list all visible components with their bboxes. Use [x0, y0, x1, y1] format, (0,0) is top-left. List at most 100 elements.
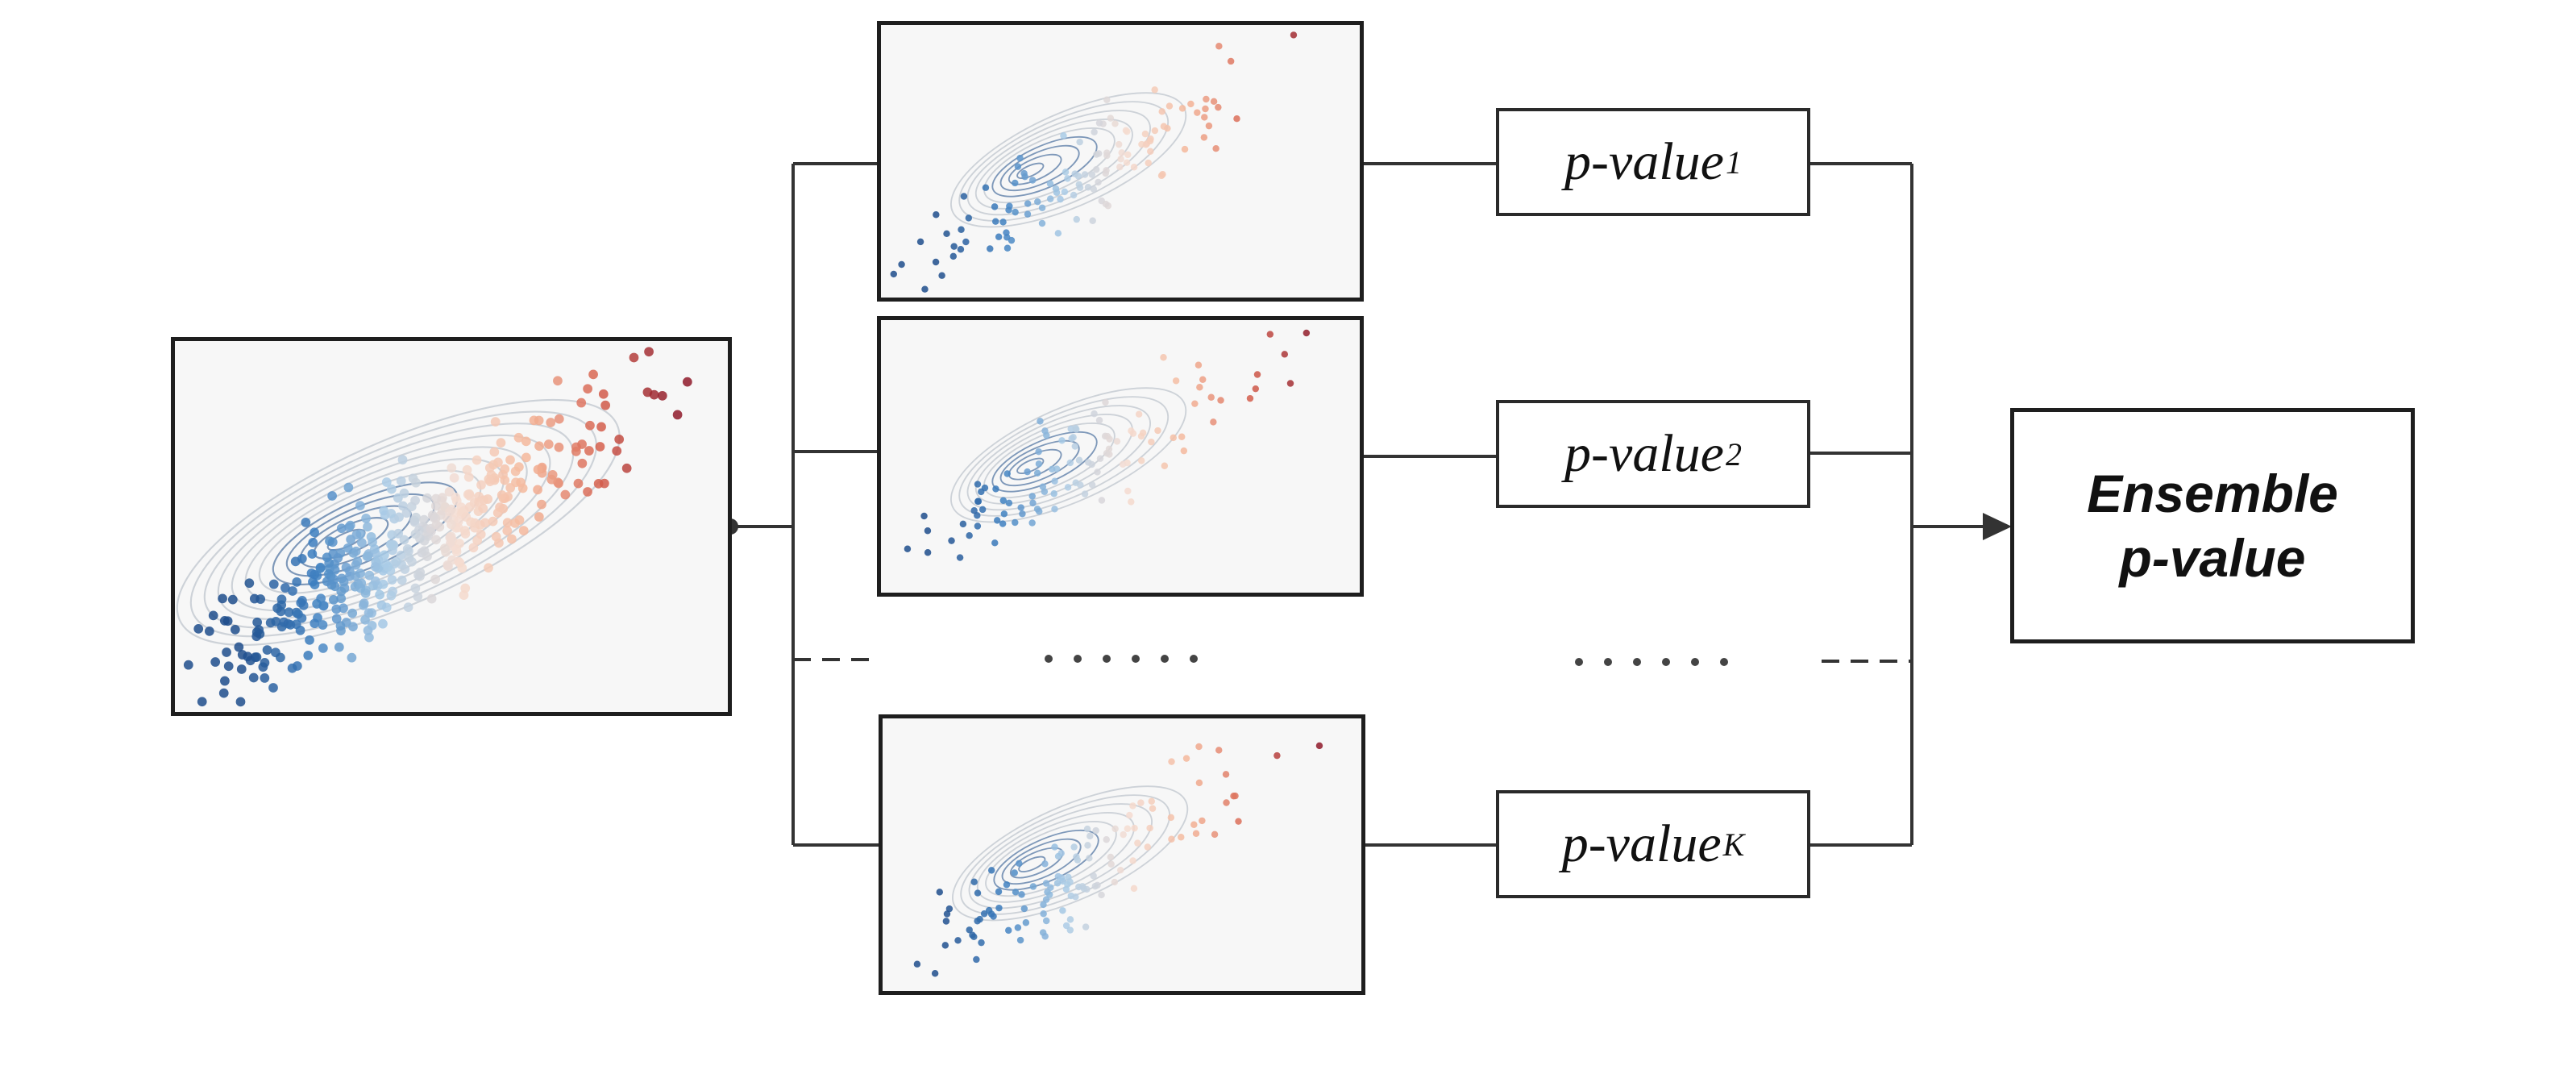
scatter-point	[1106, 435, 1113, 443]
scatter-point	[1019, 510, 1026, 518]
scatter-point	[1020, 905, 1028, 913]
scatter-point	[1095, 119, 1103, 127]
scatter-point	[327, 491, 337, 501]
scatter-point	[1003, 881, 1011, 889]
scatter-point	[236, 664, 247, 674]
scatter-point	[1047, 884, 1054, 892]
scatter-point	[472, 455, 482, 465]
scatter-point	[974, 497, 983, 505]
scatter-point	[407, 556, 417, 567]
scatter-point	[533, 464, 543, 475]
scatter-point	[1253, 371, 1261, 378]
scatter-point	[249, 593, 260, 604]
scatter-point	[230, 624, 240, 635]
scatter-point	[223, 661, 234, 672]
scatter-point	[399, 488, 409, 498]
scatter-point	[1129, 857, 1136, 864]
scatter-point	[1018, 891, 1025, 898]
scatter-point	[1157, 172, 1165, 180]
scatter-point	[945, 905, 954, 913]
scatter-point	[364, 570, 375, 581]
scatter-point	[1134, 839, 1141, 847]
scatter-point	[284, 607, 294, 618]
scatter-point	[1130, 164, 1138, 171]
scatter-point	[543, 439, 554, 449]
scatter-point	[248, 672, 259, 683]
scatter-point	[990, 913, 997, 920]
scatter-point	[1075, 456, 1083, 464]
scatter-point	[386, 508, 397, 518]
scatter-point	[1041, 488, 1049, 495]
scatter-point	[220, 676, 230, 686]
scatter-point	[1145, 159, 1152, 167]
scatter-point	[364, 608, 374, 618]
scatter-point	[995, 888, 1003, 896]
scatter-point	[409, 515, 419, 526]
scatter-point	[682, 377, 692, 387]
scatter-point	[396, 476, 406, 486]
scatter-point	[924, 527, 932, 535]
scatter-point	[385, 539, 396, 549]
scatter-point	[271, 616, 281, 626]
scatter-point	[546, 474, 557, 485]
scatter-point	[995, 904, 1003, 912]
pvalue-label: p-value	[1564, 424, 1724, 483]
scatter-point	[344, 522, 354, 532]
scatter-point	[904, 545, 912, 552]
scatter-point	[222, 647, 231, 657]
scatter-point	[1252, 385, 1260, 393]
scatter-point	[1107, 860, 1115, 868]
scatter-point	[490, 417, 501, 427]
scatter-point	[268, 683, 278, 693]
scatter-point	[920, 512, 928, 520]
scatter-point	[362, 552, 372, 561]
scatter-point	[970, 933, 978, 941]
scatter-point	[1187, 100, 1195, 108]
scatter-point	[337, 573, 347, 584]
contour-line	[993, 829, 1099, 891]
scatter-point	[954, 937, 962, 944]
scatter-point	[347, 608, 358, 618]
scatter-point	[534, 415, 544, 426]
scatter-point	[1137, 799, 1145, 806]
scatter-point	[943, 230, 950, 238]
scatter-point	[244, 578, 255, 589]
scatter-point	[931, 970, 939, 977]
scatter-point	[1041, 860, 1049, 868]
scatter-point	[318, 643, 328, 653]
scatter-point	[293, 609, 303, 619]
scatter-point	[1051, 843, 1058, 851]
scatter-point	[1012, 889, 1020, 896]
scatter-point	[488, 516, 498, 527]
scatter-point	[1124, 825, 1132, 832]
scatter-point	[430, 574, 441, 585]
scatter-point	[1012, 518, 1019, 527]
scatter-point	[387, 575, 397, 585]
scatter-point	[629, 352, 639, 363]
scatter-point	[474, 497, 484, 507]
scatter-point	[1034, 198, 1041, 206]
scatter-point	[464, 502, 475, 512]
scatter-point	[280, 583, 290, 593]
scatter-point	[999, 497, 1008, 504]
scatter-point	[357, 538, 367, 548]
scatter-point	[1065, 873, 1072, 881]
scatter-point	[672, 410, 683, 420]
scatter-point	[1073, 215, 1080, 223]
scatter-point	[1232, 792, 1239, 800]
scatter-point	[1095, 178, 1102, 186]
scatter-point	[1273, 751, 1281, 760]
scatter-point	[1086, 832, 1094, 840]
scatter-point	[1124, 151, 1132, 159]
scatter-point	[397, 455, 408, 465]
scatter-point	[485, 477, 495, 486]
scatter-point	[1205, 122, 1213, 130]
scatter-point	[1164, 124, 1171, 132]
scatter-point	[1022, 919, 1030, 926]
scatter-point	[488, 460, 499, 470]
scatter-point	[621, 463, 632, 473]
contour-line	[1016, 457, 1045, 474]
scatter-point	[351, 546, 361, 556]
scatter-point	[936, 889, 944, 896]
scatter-point	[1052, 185, 1060, 193]
